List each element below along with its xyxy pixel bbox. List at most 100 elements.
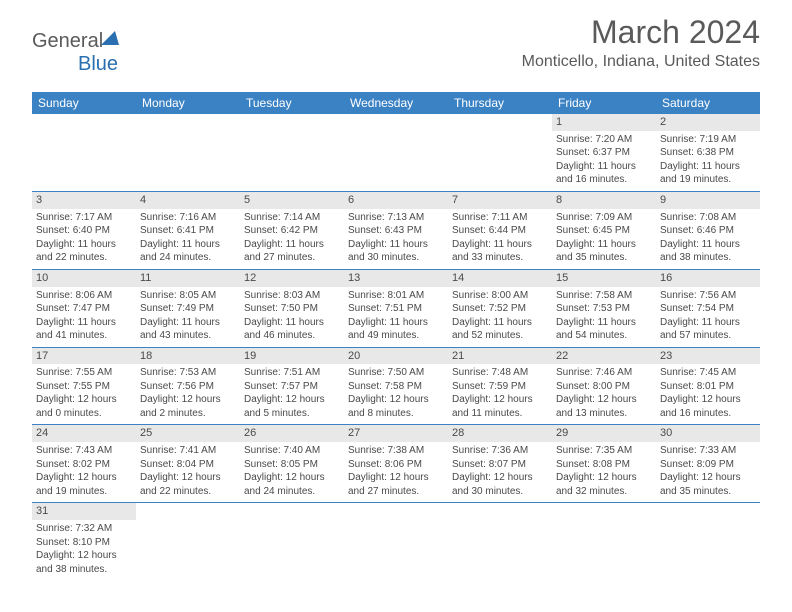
- daylight-text: Daylight: 12 hours and 13 minutes.: [556, 393, 652, 420]
- day-content: Sunrise: 7:16 AMSunset: 6:41 PMDaylight:…: [136, 209, 240, 269]
- day-content: Sunrise: 7:36 AMSunset: 8:07 PMDaylight:…: [448, 442, 552, 502]
- sunset-text: Sunset: 7:57 PM: [244, 380, 340, 394]
- day-cell: 29Sunrise: 7:35 AMSunset: 8:08 PMDayligh…: [552, 425, 656, 502]
- daylight-text: Daylight: 11 hours and 38 minutes.: [660, 238, 756, 265]
- day-content: Sunrise: 7:19 AMSunset: 6:38 PMDaylight:…: [656, 131, 760, 191]
- sunset-text: Sunset: 6:43 PM: [348, 224, 444, 238]
- day-content: Sunrise: 7:55 AMSunset: 7:55 PMDaylight:…: [32, 364, 136, 424]
- day-content: Sunrise: 7:08 AMSunset: 6:46 PMDaylight:…: [656, 209, 760, 269]
- sunset-text: Sunset: 7:47 PM: [36, 302, 132, 316]
- weeks-container: 1Sunrise: 7:20 AMSunset: 6:37 PMDaylight…: [32, 114, 760, 580]
- day-content: Sunrise: 7:51 AMSunset: 7:57 PMDaylight:…: [240, 364, 344, 424]
- sunrise-text: Sunrise: 7:46 AM: [556, 366, 652, 380]
- day-number: 10: [32, 270, 136, 287]
- daylight-text: Daylight: 11 hours and 33 minutes.: [452, 238, 548, 265]
- day-content: Sunrise: 8:01 AMSunset: 7:51 PMDaylight:…: [344, 287, 448, 347]
- day-content: Sunrise: 8:06 AMSunset: 7:47 PMDaylight:…: [32, 287, 136, 347]
- day-cell: 9Sunrise: 7:08 AMSunset: 6:46 PMDaylight…: [656, 192, 760, 269]
- header: GeneralBlue March 2024 Monticello, India…: [0, 0, 792, 92]
- day-cell: 21Sunrise: 7:48 AMSunset: 7:59 PMDayligh…: [448, 348, 552, 425]
- day-cell: 27Sunrise: 7:38 AMSunset: 8:06 PMDayligh…: [344, 425, 448, 502]
- weekday-header: Sunday: [32, 92, 136, 114]
- day-cell: 3Sunrise: 7:17 AMSunset: 6:40 PMDaylight…: [32, 192, 136, 269]
- day-number: 5: [240, 192, 344, 209]
- sunset-text: Sunset: 8:06 PM: [348, 458, 444, 472]
- sunset-text: Sunset: 8:07 PM: [452, 458, 548, 472]
- day-cell: [240, 503, 344, 580]
- day-number: 3: [32, 192, 136, 209]
- sunset-text: Sunset: 8:04 PM: [140, 458, 236, 472]
- day-cell: 8Sunrise: 7:09 AMSunset: 6:45 PMDaylight…: [552, 192, 656, 269]
- day-cell: [136, 503, 240, 580]
- sunrise-text: Sunrise: 8:01 AM: [348, 289, 444, 303]
- day-cell: 1Sunrise: 7:20 AMSunset: 6:37 PMDaylight…: [552, 114, 656, 191]
- sunset-text: Sunset: 7:58 PM: [348, 380, 444, 394]
- daylight-text: Daylight: 12 hours and 35 minutes.: [660, 471, 756, 498]
- daylight-text: Daylight: 11 hours and 22 minutes.: [36, 238, 132, 265]
- daylight-text: Daylight: 12 hours and 30 minutes.: [452, 471, 548, 498]
- day-content: Sunrise: 7:33 AMSunset: 8:09 PMDaylight:…: [656, 442, 760, 502]
- day-content: Sunrise: 7:14 AMSunset: 6:42 PMDaylight:…: [240, 209, 344, 269]
- day-cell: 16Sunrise: 7:56 AMSunset: 7:54 PMDayligh…: [656, 270, 760, 347]
- day-number: 22: [552, 348, 656, 365]
- calendar: Sunday Monday Tuesday Wednesday Thursday…: [32, 92, 760, 580]
- day-cell: 26Sunrise: 7:40 AMSunset: 8:05 PMDayligh…: [240, 425, 344, 502]
- day-number: 27: [344, 425, 448, 442]
- month-title: March 2024: [522, 14, 760, 51]
- day-number: 23: [656, 348, 760, 365]
- sunrise-text: Sunrise: 7:16 AM: [140, 211, 236, 225]
- day-cell: 15Sunrise: 7:58 AMSunset: 7:53 PMDayligh…: [552, 270, 656, 347]
- day-cell: [656, 503, 760, 580]
- day-number: 9: [656, 192, 760, 209]
- sunset-text: Sunset: 7:52 PM: [452, 302, 548, 316]
- weekday-header: Wednesday: [344, 92, 448, 114]
- sunset-text: Sunset: 6:45 PM: [556, 224, 652, 238]
- sunset-text: Sunset: 6:41 PM: [140, 224, 236, 238]
- day-cell: 22Sunrise: 7:46 AMSunset: 8:00 PMDayligh…: [552, 348, 656, 425]
- day-number: 18: [136, 348, 240, 365]
- daylight-text: Daylight: 12 hours and 38 minutes.: [36, 549, 132, 576]
- sunset-text: Sunset: 6:37 PM: [556, 146, 652, 160]
- sunrise-text: Sunrise: 7:32 AM: [36, 522, 132, 536]
- daylight-text: Daylight: 11 hours and 27 minutes.: [244, 238, 340, 265]
- sunset-text: Sunset: 6:42 PM: [244, 224, 340, 238]
- title-block: March 2024 Monticello, Indiana, United S…: [522, 14, 760, 71]
- week-row: 10Sunrise: 8:06 AMSunset: 7:47 PMDayligh…: [32, 270, 760, 348]
- day-cell: [240, 114, 344, 191]
- location: Monticello, Indiana, United States: [522, 53, 760, 71]
- day-cell: 5Sunrise: 7:14 AMSunset: 6:42 PMDaylight…: [240, 192, 344, 269]
- sunrise-text: Sunrise: 8:06 AM: [36, 289, 132, 303]
- weekday-header: Friday: [552, 92, 656, 114]
- sunrise-text: Sunrise: 8:05 AM: [140, 289, 236, 303]
- day-content: Sunrise: 7:38 AMSunset: 8:06 PMDaylight:…: [344, 442, 448, 502]
- sunrise-text: Sunrise: 7:19 AM: [660, 133, 756, 147]
- day-cell: [448, 503, 552, 580]
- sunrise-text: Sunrise: 8:00 AM: [452, 289, 548, 303]
- day-number: 30: [656, 425, 760, 442]
- sunrise-text: Sunrise: 7:45 AM: [660, 366, 756, 380]
- sunrise-text: Sunrise: 7:51 AM: [244, 366, 340, 380]
- day-content: Sunrise: 7:35 AMSunset: 8:08 PMDaylight:…: [552, 442, 656, 502]
- daylight-text: Daylight: 12 hours and 16 minutes.: [660, 393, 756, 420]
- day-content: Sunrise: 7:53 AMSunset: 7:56 PMDaylight:…: [136, 364, 240, 424]
- sunrise-text: Sunrise: 7:50 AM: [348, 366, 444, 380]
- daylight-text: Daylight: 12 hours and 32 minutes.: [556, 471, 652, 498]
- day-cell: [344, 503, 448, 580]
- sunset-text: Sunset: 7:54 PM: [660, 302, 756, 316]
- day-number: 8: [552, 192, 656, 209]
- day-cell: [552, 503, 656, 580]
- daylight-text: Daylight: 12 hours and 24 minutes.: [244, 471, 340, 498]
- sunrise-text: Sunrise: 7:35 AM: [556, 444, 652, 458]
- sunset-text: Sunset: 8:05 PM: [244, 458, 340, 472]
- sunset-text: Sunset: 7:49 PM: [140, 302, 236, 316]
- day-content: Sunrise: 7:40 AMSunset: 8:05 PMDaylight:…: [240, 442, 344, 502]
- weekday-header: Thursday: [448, 92, 552, 114]
- sunrise-text: Sunrise: 7:11 AM: [452, 211, 548, 225]
- day-cell: 20Sunrise: 7:50 AMSunset: 7:58 PMDayligh…: [344, 348, 448, 425]
- day-content: Sunrise: 7:58 AMSunset: 7:53 PMDaylight:…: [552, 287, 656, 347]
- week-row: 3Sunrise: 7:17 AMSunset: 6:40 PMDaylight…: [32, 192, 760, 270]
- daylight-text: Daylight: 12 hours and 8 minutes.: [348, 393, 444, 420]
- sunrise-text: Sunrise: 7:58 AM: [556, 289, 652, 303]
- day-content: Sunrise: 8:03 AMSunset: 7:50 PMDaylight:…: [240, 287, 344, 347]
- daylight-text: Daylight: 12 hours and 0 minutes.: [36, 393, 132, 420]
